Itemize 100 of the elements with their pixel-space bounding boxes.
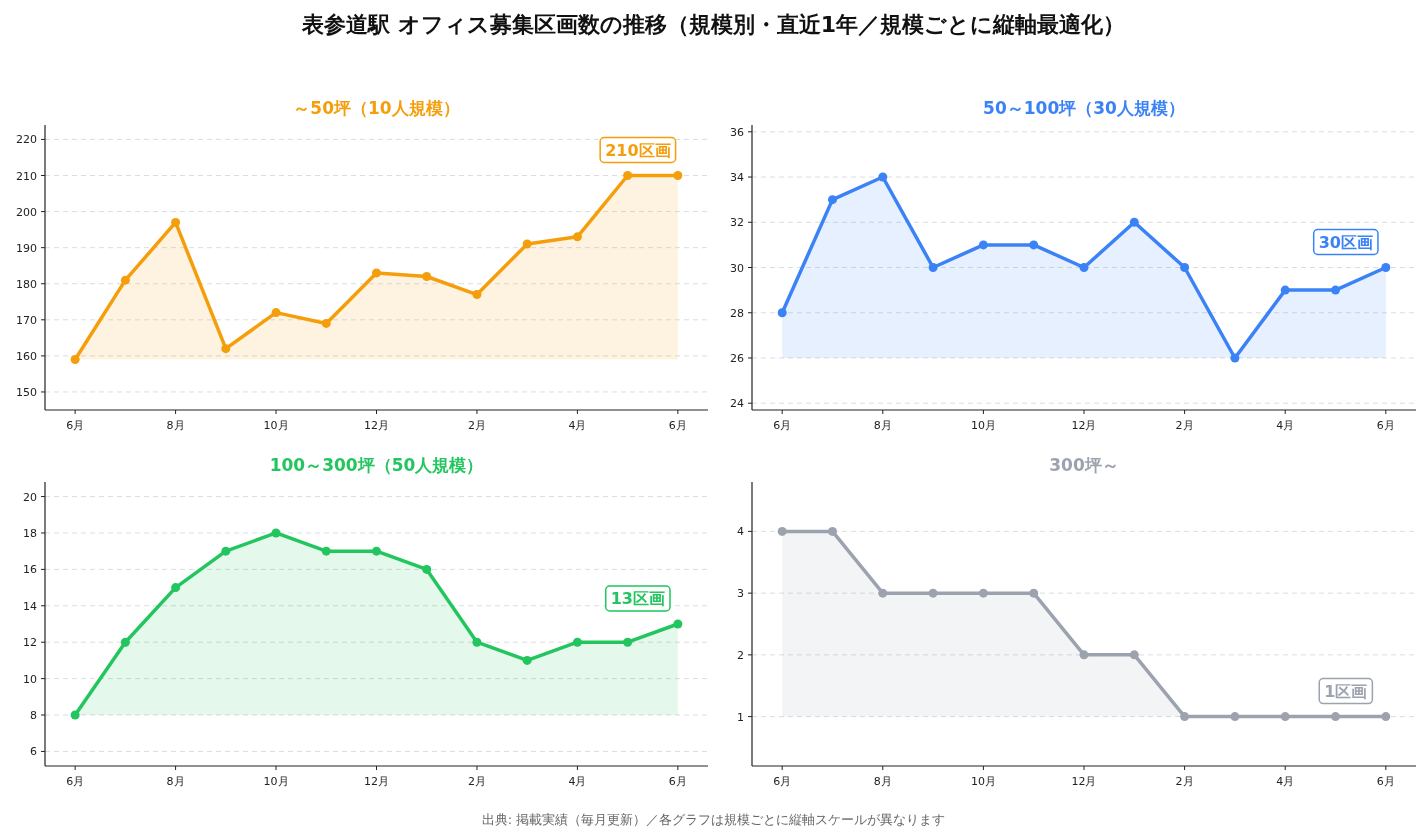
point: [623, 637, 633, 647]
point: [623, 171, 633, 181]
point: [1180, 263, 1190, 272]
y-tick-label: 8: [30, 709, 37, 723]
x-tick-label: 10月: [970, 775, 996, 788]
point: [572, 232, 582, 242]
x-tick-label: 6月: [66, 775, 85, 788]
point: [372, 268, 381, 278]
point: [1180, 712, 1190, 722]
annotation: 13区画: [610, 589, 665, 608]
y-tick-label: 210: [16, 169, 37, 183]
point: [1079, 650, 1089, 660]
x-tick-label: 6月: [773, 419, 792, 432]
y-tick-label: 32: [730, 216, 744, 230]
point: [321, 546, 331, 556]
y-tick-label: 170: [16, 313, 37, 327]
point: [878, 588, 888, 598]
point: [1029, 588, 1039, 598]
point: [673, 171, 683, 181]
x-tick-label: 2月: [1175, 419, 1194, 432]
chart-title: ～50坪（10人規模）: [293, 98, 460, 118]
source-note: 出典: 掲載実績（毎月更新）／各グラフは規模ごとに縦軸スケールが異なります: [481, 812, 946, 827]
y-tick-label: 1: [737, 710, 744, 724]
x-tick-label: 8月: [166, 419, 185, 432]
point: [1331, 712, 1341, 722]
point: [777, 308, 787, 318]
point: [120, 637, 130, 647]
point: [673, 619, 683, 629]
y-tick-label: 26: [730, 351, 744, 365]
y-tick-label: 30: [730, 261, 744, 275]
y-tick-label: 36: [730, 125, 744, 139]
y-tick-label: 160: [16, 349, 37, 363]
y-tick-label: 12: [23, 636, 37, 650]
y-tick-label: 220: [16, 133, 37, 147]
point: [321, 318, 331, 328]
y-tick-label: 200: [16, 205, 37, 219]
x-tick-label: 4月: [568, 775, 587, 788]
point: [271, 528, 281, 538]
point: [827, 526, 837, 536]
point: [1230, 712, 1240, 722]
point: [1079, 263, 1089, 272]
y-tick-label: 2: [737, 648, 744, 662]
chart-title: 300坪～: [1049, 455, 1119, 475]
annotation: 1区画: [1324, 681, 1368, 701]
y-tick-label: 20: [23, 490, 37, 504]
x-tick-label: 4月: [1276, 419, 1295, 432]
point: [522, 239, 532, 249]
point: [171, 583, 181, 593]
y-tick-label: 14: [23, 599, 37, 613]
point: [1129, 650, 1139, 660]
y-tick-label: 10: [23, 672, 37, 686]
y-tick-label: 6: [30, 745, 37, 759]
point: [1029, 240, 1039, 250]
chart-title: 100～300坪（50人規模）: [269, 455, 484, 475]
point: [978, 588, 988, 598]
x-tick-label: 12月: [364, 419, 389, 432]
x-tick-label: 8月: [873, 419, 892, 432]
y-tick-label: 4: [737, 525, 744, 539]
point: [1230, 353, 1240, 363]
y-tick-label: 180: [16, 277, 37, 291]
y-tick-label: 16: [23, 563, 37, 577]
point: [1280, 285, 1290, 295]
point: [1381, 263, 1391, 272]
point: [777, 526, 787, 536]
text: 表参道駅 オフィス募集区画数の推移（規模別・直近1年／規模ごとに縦軸最適化）: [301, 12, 1125, 37]
point: [372, 546, 381, 556]
point: [422, 272, 432, 282]
point: [522, 655, 532, 665]
x-tick-label: 6月: [668, 419, 687, 432]
point: [472, 637, 482, 647]
x-tick-label: 2月: [1175, 775, 1194, 788]
x-tick-label: 8月: [873, 775, 892, 788]
point: [1381, 712, 1391, 722]
y-tick-label: 3: [737, 587, 744, 601]
x-tick-label: 12月: [1071, 775, 1097, 788]
y-tick-label: 24: [730, 397, 744, 411]
x-tick-label: 4月: [1276, 775, 1295, 788]
y-tick-label: 18: [23, 526, 37, 540]
point: [120, 275, 130, 285]
point: [978, 240, 988, 250]
point: [1280, 712, 1290, 722]
point: [928, 588, 938, 598]
point: [171, 217, 181, 227]
point: [827, 195, 837, 205]
point: [928, 263, 938, 272]
x-tick-label: 6月: [668, 775, 687, 788]
y-tick-label: 28: [730, 306, 744, 320]
annotation: 210区画: [605, 140, 671, 160]
chart-title: 50～100坪（30人規模）: [983, 98, 1185, 118]
point: [422, 564, 432, 574]
x-tick-label: 2月: [467, 775, 486, 788]
point: [1129, 217, 1139, 227]
x-tick-label: 10月: [970, 419, 996, 432]
x-tick-label: 4月: [568, 419, 587, 432]
point: [472, 290, 482, 300]
point: [271, 308, 281, 318]
point: [221, 344, 231, 354]
x-tick-label: 6月: [1376, 775, 1395, 788]
y-tick-label: 34: [730, 171, 744, 185]
x-tick-label: 12月: [1071, 419, 1097, 432]
